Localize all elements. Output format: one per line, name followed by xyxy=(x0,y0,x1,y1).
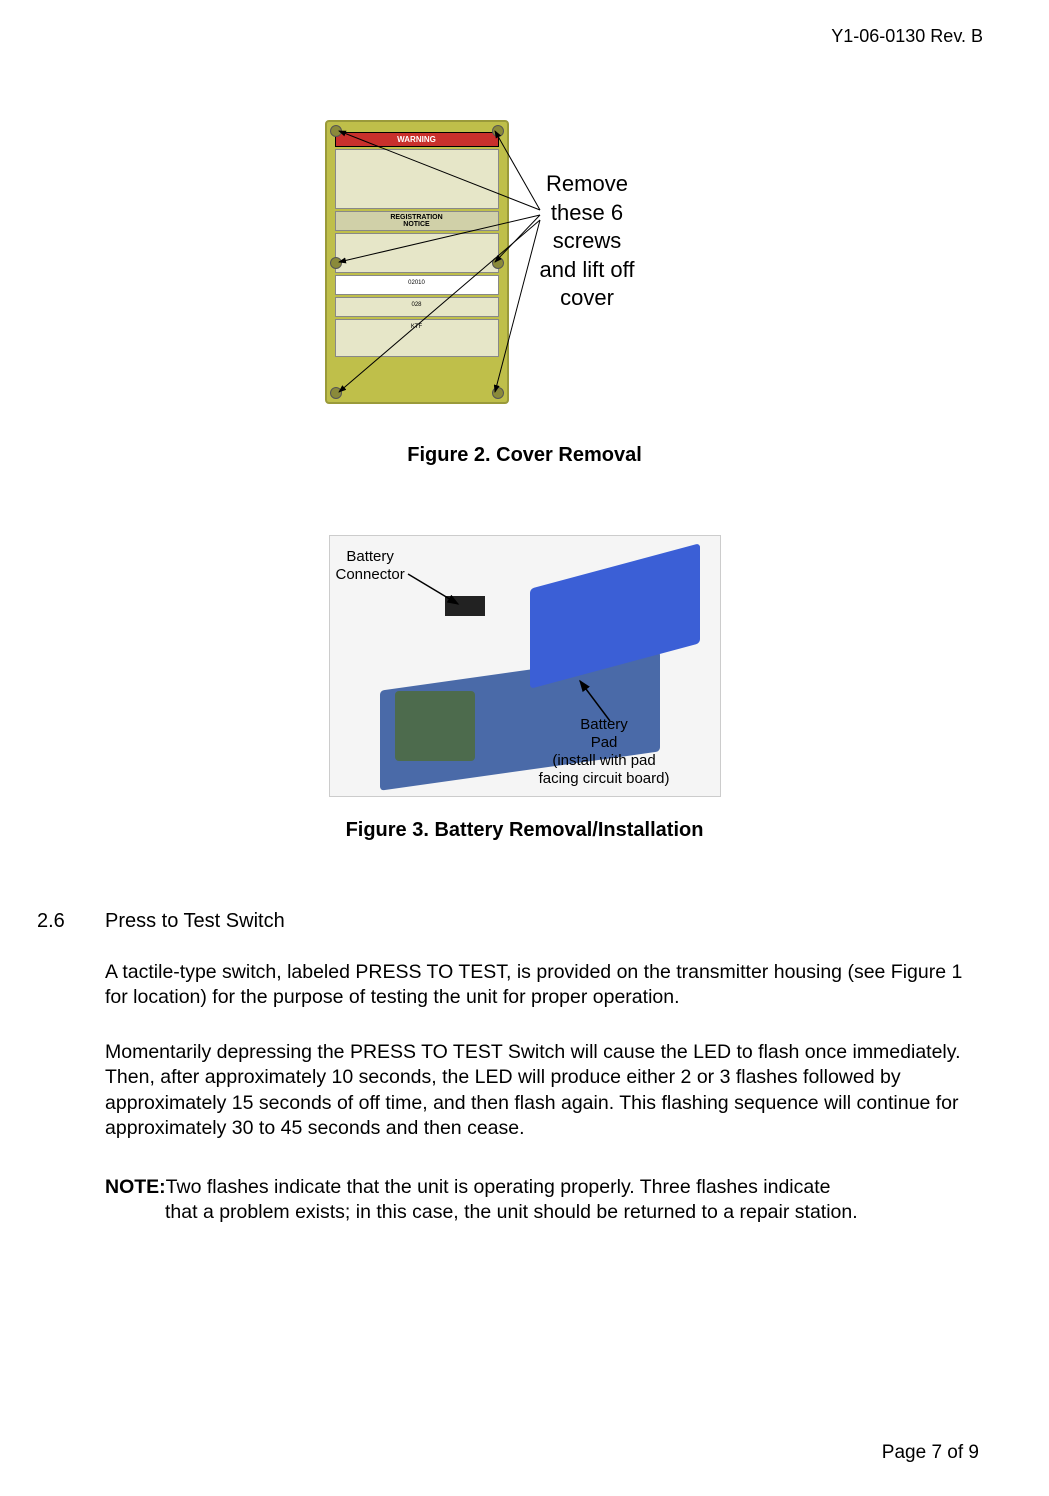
label-line: facing circuit board) xyxy=(539,770,670,787)
note-label: NOTE: xyxy=(105,1176,166,1198)
screw-annotation: Remove these 6 screws and lift off cover xyxy=(540,170,635,313)
screw-icon xyxy=(492,257,504,269)
field-value: 028 xyxy=(411,302,421,308)
battery-connector xyxy=(445,596,485,616)
note-label-text: NOTE xyxy=(105,1176,159,1198)
screw-icon xyxy=(330,387,342,399)
screw-icon xyxy=(330,125,342,137)
document-header: Y1-06-0130 Rev. B xyxy=(831,26,983,47)
circuit-board xyxy=(395,691,475,761)
device-field: 02010 xyxy=(335,275,499,295)
battery-pad-label: Battery Pad (install with pad facing cir… xyxy=(539,716,670,788)
device-field: KTF xyxy=(335,319,499,357)
annotation-line: screws xyxy=(553,228,621,253)
field-value: 02010 xyxy=(408,280,425,286)
note-first-line: Two flashes indicate that the unit is op… xyxy=(166,1176,831,1198)
page-footer: Page 7 of 9 xyxy=(882,1442,979,1464)
figure-3-caption: Figure 3. Battery Removal/Installation xyxy=(0,819,1049,842)
annotation-line: cover xyxy=(560,285,614,310)
battery-image: Battery Connector Battery Pad (install w… xyxy=(329,535,721,797)
label-line: Battery xyxy=(580,716,628,733)
device-panel xyxy=(335,233,499,273)
label-line: (install with pad xyxy=(552,752,655,769)
device-field: 028 xyxy=(335,297,499,317)
label-line: Pad xyxy=(591,734,618,751)
label-line: Connector xyxy=(336,566,405,583)
annotation-line: Remove xyxy=(546,171,628,196)
section-title: Press to Test Switch xyxy=(105,910,285,933)
annotation-line: these 6 xyxy=(551,200,623,225)
figure-2-container: WARNING REGISTRATION NOTICE 02010 028 KT… xyxy=(0,120,1049,467)
section-number: 2.6 xyxy=(37,910,65,933)
figure-2-caption: Figure 2. Cover Removal xyxy=(0,444,1049,467)
warning-label: WARNING xyxy=(335,132,499,147)
device-cover-image: WARNING REGISTRATION NOTICE 02010 028 KT… xyxy=(325,120,509,404)
paragraph-2: Momentarily depressing the PRESS TO TEST… xyxy=(105,1040,979,1141)
notice-text: REGISTRATION xyxy=(390,214,442,221)
registration-notice: REGISTRATION NOTICE xyxy=(335,211,499,231)
annotation-line: and lift off xyxy=(540,257,635,282)
screw-icon xyxy=(492,387,504,399)
device-panel xyxy=(335,149,499,209)
screw-icon xyxy=(492,125,504,137)
screw-icon xyxy=(330,257,342,269)
battery-connector-label: Battery Connector xyxy=(336,548,405,584)
field-value: KTF xyxy=(411,324,422,330)
note-block: NOTE:Two flashes indicate that the unit … xyxy=(105,1175,979,1226)
paragraph-1: A tactile-type switch, labeled PRESS TO … xyxy=(105,960,979,1011)
note-continuation: that a problem exists; in this case, the… xyxy=(165,1200,979,1225)
label-line: Battery xyxy=(346,548,394,565)
notice-text2: NOTICE xyxy=(403,221,429,228)
figure-3-container: Battery Connector Battery Pad (install w… xyxy=(0,535,1049,842)
